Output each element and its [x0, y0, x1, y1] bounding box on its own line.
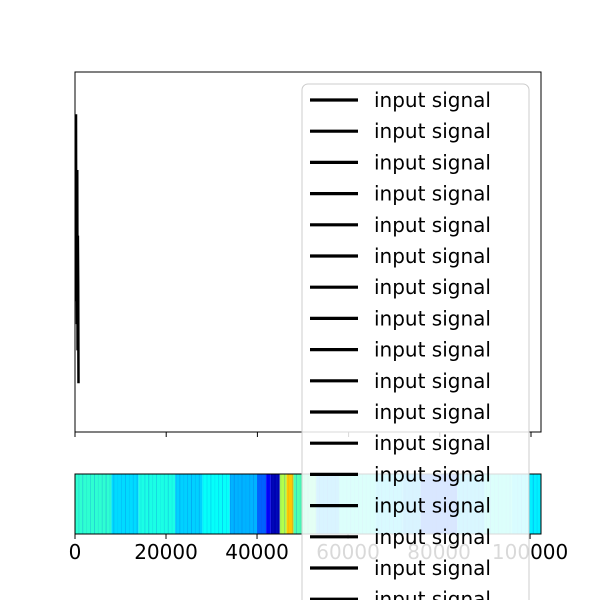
- legend-entry: input signal: [374, 400, 491, 424]
- legend: input signal input signal input signal inpu…: [301, 83, 530, 600]
- legend-entry: input signal: [374, 369, 491, 393]
- heatmap-band: [266, 474, 271, 534]
- signal-line: [74, 114, 80, 384]
- heatmap-band: [279, 474, 287, 534]
- heatmap-band: [229, 474, 258, 534]
- legend-entry: input signal: [374, 525, 491, 549]
- heatmap-x-tick-label: 40000: [225, 540, 289, 564]
- legend-box: [301, 83, 530, 600]
- legend-entry: input signal: [374, 275, 491, 299]
- legend-entry: input signal: [374, 150, 491, 174]
- legend-entry: input signal: [374, 244, 491, 268]
- heatmap-band: [270, 474, 280, 534]
- heatmap-band: [286, 474, 294, 534]
- heatmap-x-tick-label: 0: [69, 540, 82, 564]
- heatmap-band: [202, 474, 230, 534]
- heatmap-x-tick-label: 20000: [134, 540, 198, 564]
- legend-entry: input signal: [374, 556, 491, 580]
- legend-entry: input signal: [374, 494, 491, 518]
- legend-entry: input signal: [374, 338, 491, 362]
- heatmap-band: [111, 474, 139, 534]
- heatmap-band: [138, 474, 176, 534]
- heatmap-band: [257, 474, 267, 534]
- legend-entry: input signal: [374, 213, 491, 237]
- legend-entry: input signal: [374, 462, 491, 486]
- legend-entry: input signal: [374, 306, 491, 330]
- legend-entry: input signal: [374, 587, 491, 600]
- heatmap-band: [175, 474, 203, 534]
- legend-entry: input signal: [374, 182, 491, 206]
- legend-entry: input signal: [374, 88, 491, 112]
- heatmap-band: [75, 474, 112, 534]
- legend-entry: input signal: [374, 119, 491, 143]
- legend-entry: input signal: [374, 431, 491, 455]
